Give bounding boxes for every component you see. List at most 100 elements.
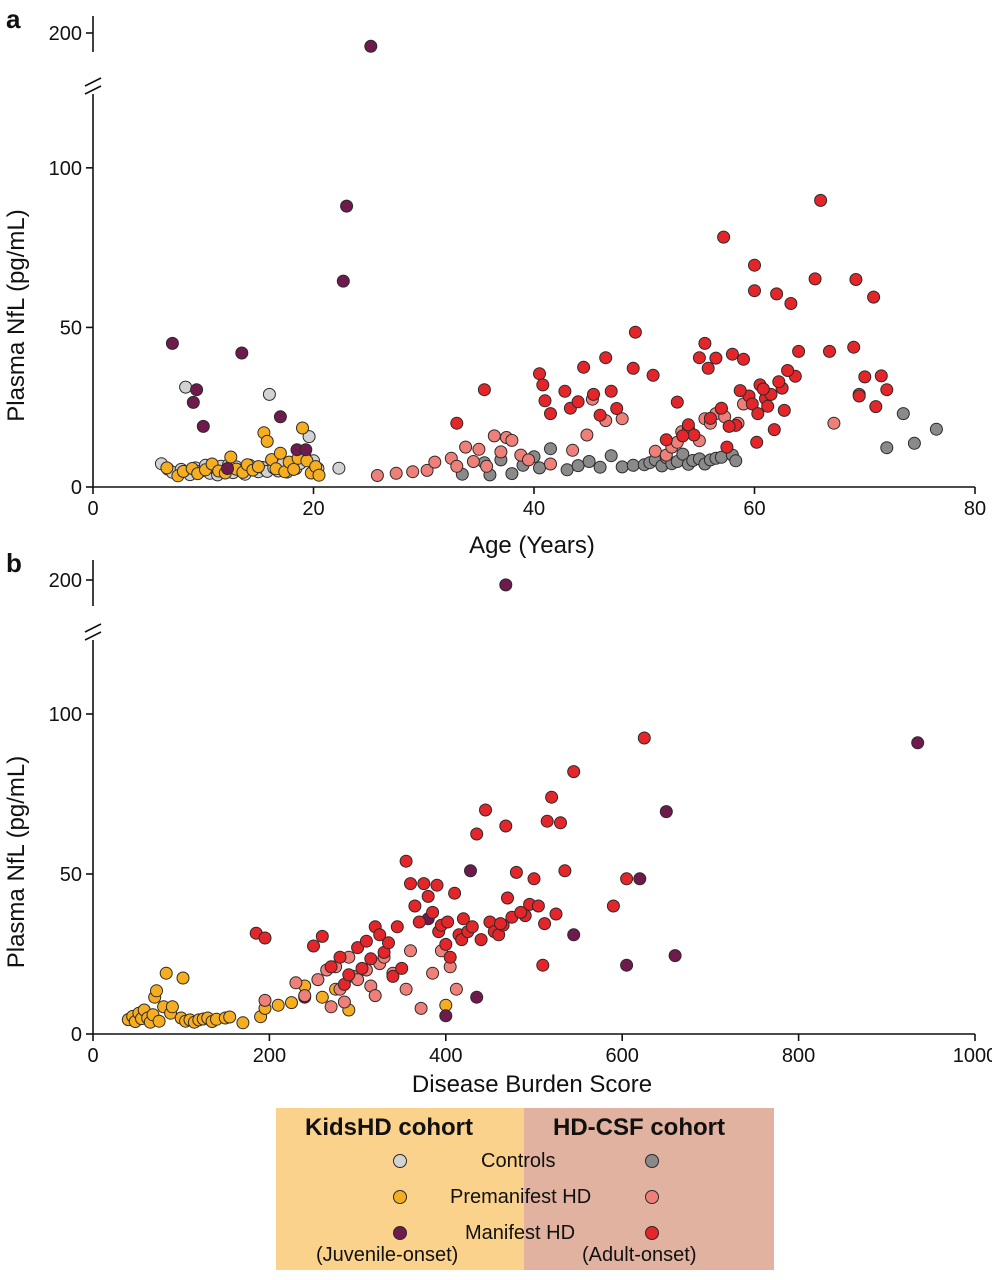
data-point [659, 433, 673, 447]
legend-adult-note: (Adult-onset) [582, 1244, 697, 1266]
data-point [370, 469, 384, 482]
data-point [296, 421, 309, 435]
y-tick-label: 50 [60, 864, 82, 886]
data-point [626, 361, 640, 375]
x-axis-title: Age (Years) [469, 532, 595, 559]
panel-b-letter: b [6, 548, 22, 578]
data-point [262, 387, 276, 401]
data-point [499, 819, 513, 833]
data-point [593, 460, 607, 474]
data-point [580, 428, 594, 442]
data-point [315, 990, 329, 1004]
data-point [777, 403, 791, 417]
data-point [729, 454, 743, 468]
data-point [223, 1010, 237, 1024]
x-tick-label: 1000 [953, 1045, 992, 1067]
data-point [880, 441, 894, 455]
data-point [404, 944, 417, 958]
data-point [342, 968, 356, 982]
data-point [399, 854, 413, 868]
data-point [386, 969, 400, 983]
data-point [450, 416, 464, 430]
data-point [772, 375, 786, 389]
data-point [450, 459, 464, 473]
data-point [538, 917, 552, 931]
data-point [571, 395, 585, 409]
series-hd-csf-cohort-manifest-hd [249, 731, 651, 991]
data-point [364, 39, 378, 53]
x-tick-label: 400 [429, 1045, 462, 1067]
data-point [554, 816, 567, 830]
data-point [273, 446, 287, 460]
data-point [324, 960, 338, 974]
legend-kidshd-header: KidsHD cohort [305, 1114, 473, 1141]
data-point [470, 990, 484, 1004]
data-point [159, 966, 173, 980]
data-point [571, 459, 585, 473]
data-point [587, 387, 600, 401]
series-kidshd-cohort-manifest-hd [165, 39, 378, 475]
data-point [449, 982, 463, 996]
data-point [474, 933, 488, 947]
panel-b: b 0 200 400 600 800 1000 0 50 100 200 Disease Burde… [3, 548, 992, 1098]
data-point [582, 455, 596, 468]
y-tick-label: 0 [71, 477, 82, 499]
series-kidshd-cohort-premanifest-hd [121, 966, 453, 1030]
data-point [165, 1000, 179, 1014]
data-point [426, 966, 440, 980]
data-point [593, 408, 607, 422]
data-point [849, 273, 863, 286]
data-point [670, 395, 684, 409]
data-point [417, 877, 431, 891]
data-point [421, 889, 435, 903]
data-point [874, 369, 888, 383]
data-point [412, 915, 426, 929]
data-point [298, 989, 312, 1003]
data-point [626, 458, 640, 472]
legend: KidsHD cohort HD-CSF cohort Controls Pre… [276, 1108, 774, 1270]
data-point [448, 886, 462, 900]
data-point [823, 344, 836, 358]
y-tick-label: 0 [71, 1024, 82, 1046]
data-point [615, 460, 629, 474]
data-point [907, 436, 921, 450]
y-axis-break-mark [84, 77, 102, 87]
data-point [703, 411, 717, 425]
data-point [558, 864, 572, 878]
data-point [538, 394, 552, 408]
data-point [637, 731, 651, 745]
data-point [258, 931, 272, 945]
data-point [722, 419, 736, 433]
data-point [869, 400, 883, 414]
data-point [382, 936, 395, 950]
series-hd-csf-cohort-manifest-hd [450, 193, 894, 454]
data-point [770, 287, 784, 301]
data-point [648, 444, 662, 458]
data-point [750, 435, 764, 449]
x-tick-label: 600 [606, 1045, 639, 1067]
data-point [477, 383, 491, 397]
data-point [784, 297, 798, 310]
data-point [289, 976, 303, 990]
x-tick-label: 80 [964, 498, 986, 520]
data-point [692, 351, 706, 365]
data-point [351, 941, 365, 955]
data-point [610, 402, 624, 415]
data-point [428, 455, 442, 469]
data-point [545, 790, 559, 804]
data-point [337, 995, 351, 1009]
x-tick-label: 60 [743, 498, 765, 520]
data-point [620, 958, 634, 972]
data-point [235, 346, 249, 360]
legend-kidshd-background [276, 1108, 524, 1270]
data-point [709, 351, 723, 365]
data-point [509, 865, 523, 879]
legend-kidshd-manifest-marker [393, 1226, 407, 1240]
data-point [406, 465, 420, 479]
data-point [364, 952, 378, 966]
data-point [615, 412, 629, 426]
data-point [287, 462, 301, 476]
data-point [390, 920, 404, 934]
data-point [359, 934, 373, 948]
data-point [251, 460, 265, 474]
